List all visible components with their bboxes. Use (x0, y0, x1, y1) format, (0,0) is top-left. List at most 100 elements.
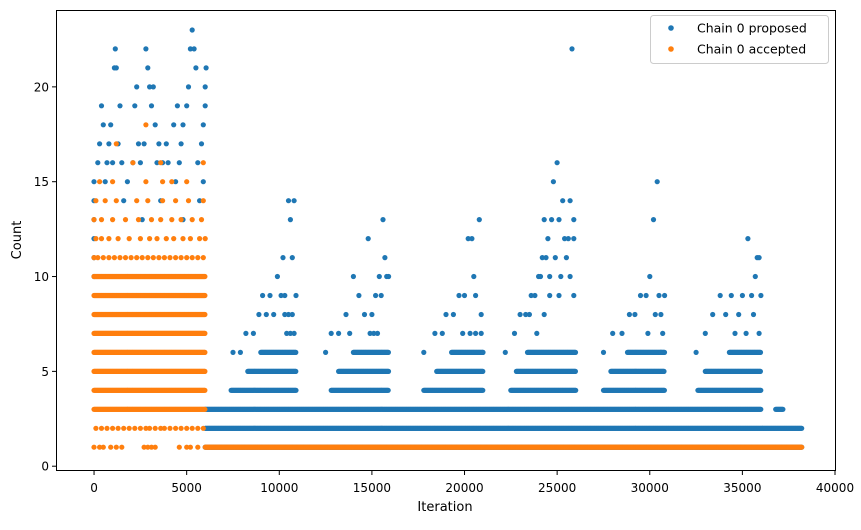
data-point (702, 330, 708, 336)
data-point (291, 198, 297, 204)
data-point (554, 160, 560, 166)
data-point (565, 236, 571, 242)
data-point (374, 330, 381, 336)
data-point (661, 349, 668, 355)
data-point (289, 311, 295, 318)
data-point (647, 273, 653, 280)
data-point (191, 46, 197, 52)
data-point (367, 330, 373, 336)
data-point (723, 311, 729, 318)
data-point (361, 311, 368, 318)
data-point (471, 273, 477, 280)
data-point (467, 330, 473, 336)
data-point (347, 330, 353, 336)
data-point (113, 65, 119, 71)
data-point (285, 311, 292, 318)
data-point (654, 179, 660, 185)
data-point (556, 217, 562, 223)
data-point (156, 141, 162, 147)
data-point (137, 160, 143, 166)
data-point (421, 349, 427, 355)
data-point (336, 330, 342, 336)
data-point (104, 160, 110, 166)
data-point (469, 236, 475, 242)
data-point (143, 46, 149, 52)
data-point (250, 330, 256, 336)
data-point (728, 292, 734, 299)
data-point (198, 141, 205, 147)
data-point (197, 198, 203, 204)
data-point (658, 349, 664, 355)
data-point (200, 122, 206, 128)
data-point (203, 65, 209, 71)
data-point (558, 273, 564, 280)
data-point (145, 65, 151, 71)
data-point (287, 330, 293, 336)
data-point (732, 330, 738, 336)
data-point (278, 292, 284, 299)
data-point (600, 349, 607, 355)
data-point (189, 27, 195, 33)
data-point (526, 311, 533, 318)
data-point (539, 255, 545, 261)
data-point (480, 368, 486, 374)
data-point (293, 368, 299, 374)
data-point (456, 292, 462, 299)
data-point (256, 311, 262, 318)
data-point (154, 160, 160, 166)
data-point (147, 84, 153, 90)
data-point (385, 368, 392, 374)
data-point (439, 330, 445, 336)
data-point (178, 141, 184, 147)
data-point (660, 330, 666, 336)
data-point (569, 46, 575, 52)
data-points-layer (91, 27, 805, 450)
data-point (385, 349, 391, 355)
data-point (537, 273, 544, 280)
data-point (450, 311, 456, 318)
data-point (511, 330, 518, 336)
data-point (480, 387, 486, 393)
data-point (757, 368, 764, 374)
data-point (174, 103, 180, 109)
data-point (650, 217, 657, 223)
data-point (573, 387, 579, 393)
data-point (473, 292, 479, 299)
data-point (200, 179, 206, 185)
data-point (185, 84, 192, 90)
data-point (545, 236, 551, 242)
data-point (95, 160, 101, 166)
data-point (184, 103, 190, 109)
data-point (193, 65, 199, 71)
data-point (356, 292, 362, 299)
data-point (282, 311, 288, 318)
data-point (571, 217, 577, 223)
data-point (572, 349, 579, 355)
data-point (293, 292, 299, 299)
data-point (263, 311, 269, 318)
data-point (652, 311, 658, 318)
data-point (284, 330, 290, 336)
data-point (661, 387, 668, 393)
data-point (171, 122, 177, 128)
data-point (739, 292, 746, 299)
data-point (293, 349, 299, 355)
data-point (645, 330, 651, 336)
data-point (745, 236, 751, 242)
data-point (343, 311, 349, 318)
data-point (550, 179, 557, 185)
data-point (562, 236, 568, 242)
data-point (643, 292, 649, 299)
data-point (289, 255, 295, 261)
data-point (260, 292, 266, 299)
data-point (567, 273, 573, 280)
data-point (656, 292, 662, 299)
data-point (758, 406, 764, 412)
data-point (756, 330, 762, 336)
data-point (280, 255, 286, 261)
data-point (323, 349, 329, 355)
data-point (97, 141, 103, 147)
data-point (386, 273, 392, 280)
data-point (98, 103, 105, 109)
